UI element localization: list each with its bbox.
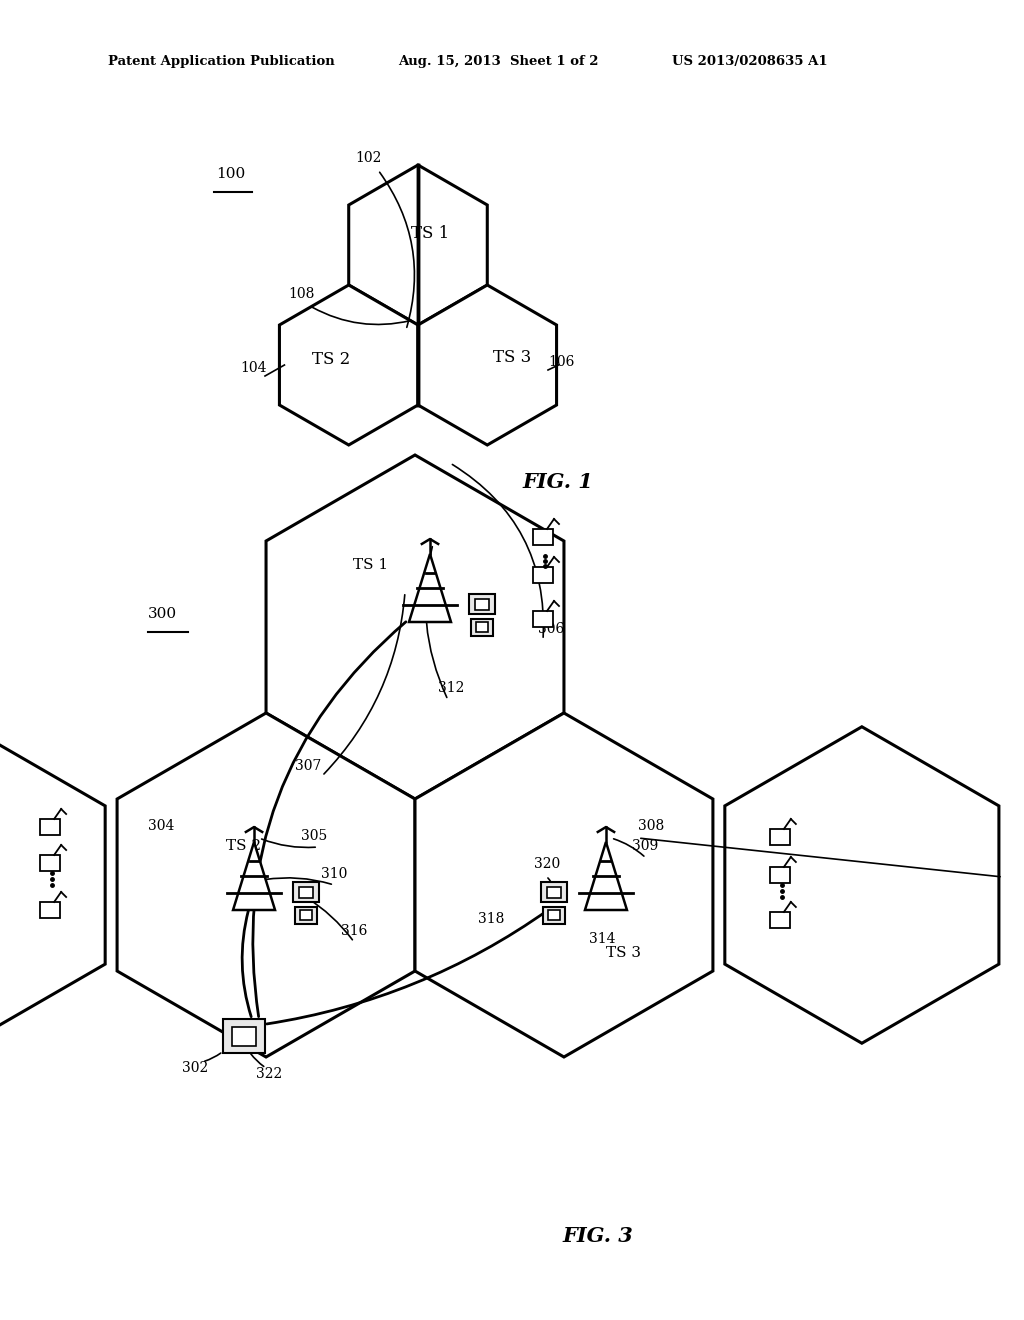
- Text: 308: 308: [638, 818, 665, 833]
- Bar: [469, 594, 495, 614]
- Text: 300: 300: [148, 607, 177, 620]
- Text: TS 3: TS 3: [606, 946, 641, 960]
- Bar: [40, 818, 60, 836]
- Text: TS 1: TS 1: [353, 558, 388, 572]
- Bar: [534, 529, 553, 545]
- Polygon shape: [266, 455, 564, 799]
- Text: 318: 318: [478, 912, 505, 927]
- Bar: [770, 867, 790, 883]
- Text: TS 2: TS 2: [311, 351, 350, 368]
- Bar: [293, 882, 319, 902]
- Text: 304: 304: [148, 818, 174, 833]
- Polygon shape: [349, 165, 487, 325]
- Text: 322: 322: [256, 1067, 283, 1081]
- Text: FIG. 3: FIG. 3: [562, 1226, 634, 1246]
- Bar: [471, 619, 493, 635]
- Bar: [534, 611, 553, 627]
- Text: 320: 320: [534, 857, 560, 871]
- Polygon shape: [415, 713, 713, 1057]
- Text: 108: 108: [288, 286, 314, 301]
- Bar: [295, 907, 317, 924]
- Text: 102: 102: [355, 150, 381, 165]
- Text: 309: 309: [632, 840, 658, 853]
- Bar: [299, 887, 313, 898]
- Text: US 2013/0208635 A1: US 2013/0208635 A1: [672, 55, 827, 69]
- Text: 104: 104: [240, 360, 266, 375]
- Polygon shape: [418, 285, 557, 445]
- Bar: [548, 911, 560, 920]
- Text: 100: 100: [216, 168, 246, 181]
- Text: 316: 316: [341, 924, 368, 939]
- Polygon shape: [585, 842, 627, 909]
- Text: 305: 305: [301, 829, 328, 843]
- Bar: [547, 887, 561, 898]
- Text: 306: 306: [538, 622, 564, 636]
- Bar: [475, 598, 489, 610]
- Bar: [770, 829, 790, 845]
- Text: 106: 106: [548, 355, 574, 370]
- Bar: [543, 907, 565, 924]
- Text: 310: 310: [322, 867, 347, 880]
- Polygon shape: [117, 713, 415, 1057]
- Bar: [476, 622, 488, 632]
- Bar: [40, 855, 60, 871]
- Polygon shape: [725, 727, 998, 1043]
- Bar: [223, 1019, 265, 1053]
- Bar: [232, 1027, 256, 1045]
- Text: TS 2: TS 2: [226, 840, 261, 853]
- Text: 312: 312: [438, 681, 464, 696]
- Bar: [541, 882, 567, 902]
- Polygon shape: [233, 842, 275, 909]
- Bar: [770, 912, 790, 928]
- Bar: [300, 911, 312, 920]
- Polygon shape: [0, 727, 105, 1043]
- Text: 314: 314: [589, 932, 615, 946]
- Polygon shape: [280, 285, 418, 445]
- Text: TS 1: TS 1: [411, 224, 450, 242]
- Text: FIG. 1: FIG. 1: [522, 473, 593, 492]
- Polygon shape: [409, 554, 451, 622]
- Text: TS 3: TS 3: [494, 348, 531, 366]
- Text: Patent Application Publication: Patent Application Publication: [108, 55, 335, 69]
- Text: 302: 302: [182, 1061, 208, 1074]
- Bar: [534, 568, 553, 583]
- Bar: [40, 902, 60, 917]
- Text: Aug. 15, 2013  Sheet 1 of 2: Aug. 15, 2013 Sheet 1 of 2: [398, 55, 598, 69]
- Text: 307: 307: [295, 759, 322, 774]
